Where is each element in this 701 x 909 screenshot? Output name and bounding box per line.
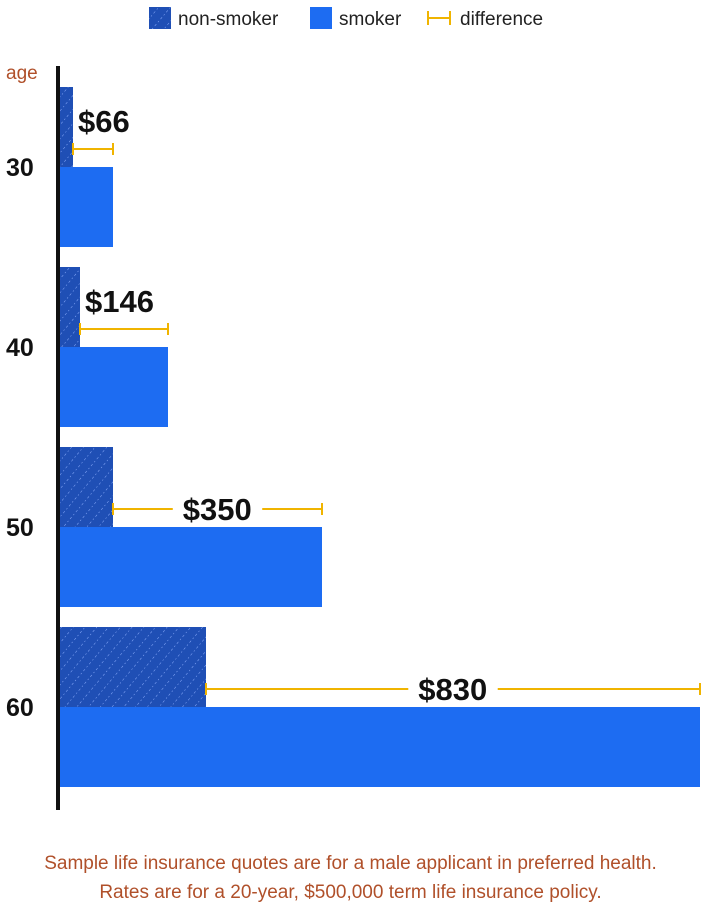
bar-smoker-50 <box>60 527 322 607</box>
tick-label-60: 60 <box>6 694 34 722</box>
bar-non-smoker-50 <box>60 447 113 527</box>
tick-label-40: 40 <box>6 334 34 362</box>
legend-label-smoker: smoker <box>339 9 402 30</box>
y-axis-title: age <box>6 63 38 84</box>
difference-marker-40 <box>79 323 169 335</box>
difference-marker-30 <box>72 143 114 155</box>
difference-marker-60 <box>205 683 701 695</box>
difference-label-50: $350 <box>183 492 252 527</box>
difference-label-60: $830 <box>418 672 487 707</box>
legend-swatch-non-smoker <box>149 7 171 29</box>
legend-swatch-smoker <box>310 7 332 29</box>
difference-markers: $66 $146 $350 $830 <box>72 104 701 707</box>
footnote-line-1: Sample life insurance quotes are for a m… <box>44 853 657 874</box>
bar-smoker-40 <box>60 347 168 427</box>
legend-label-difference: difference <box>460 9 543 30</box>
category-tick-labels: 30 40 50 60 <box>6 154 34 722</box>
bar-non-smoker-60 <box>60 627 206 707</box>
bars <box>60 87 700 787</box>
footnote-line-2: Rates are for a 20-year, $500,000 term l… <box>99 882 602 903</box>
bar-non-smoker-30 <box>60 87 73 167</box>
legend-label-non-smoker: non-smoker <box>178 9 279 30</box>
difference-marker-50 <box>112 503 323 515</box>
legend-swatch-difference <box>427 11 451 25</box>
bar-non-smoker-40 <box>60 267 80 347</box>
bar-smoker-30 <box>60 167 113 247</box>
bar-smoker-60 <box>60 707 700 787</box>
legend: non-smoker smoker difference <box>149 7 543 30</box>
difference-label-30: $66 <box>78 104 130 139</box>
tick-label-30: 30 <box>6 154 34 182</box>
tick-label-50: 50 <box>6 514 34 542</box>
difference-label-40: $146 <box>85 284 154 319</box>
